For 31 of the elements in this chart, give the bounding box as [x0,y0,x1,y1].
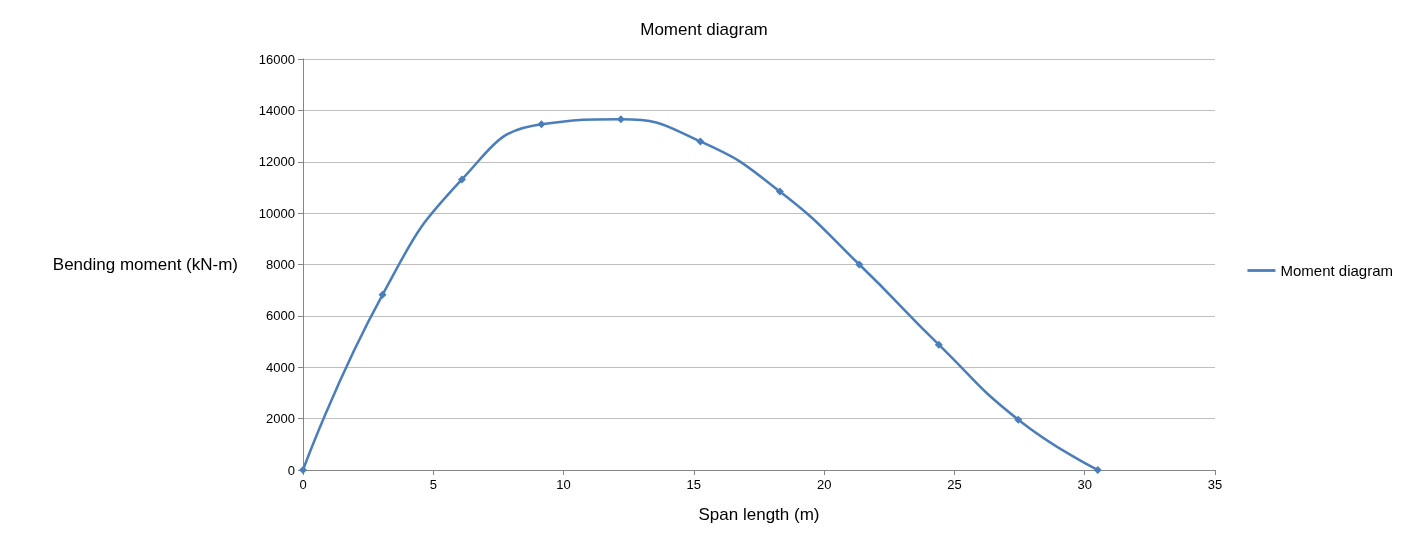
y-tick-label: 10000 [258,205,295,221]
y-tick-label: 0 [287,462,295,478]
point [934,340,943,349]
x-tick-label: 25 [947,477,962,492]
y-tick-label: 14000 [258,102,295,118]
point [696,137,705,146]
y-tick-label: 12000 [258,154,295,170]
y-tick-label: 4000 [266,359,295,375]
point [378,290,387,299]
point [775,187,784,196]
x-axis-title: Span length (m) [698,505,820,524]
x-tick-label: 30 [1077,477,1092,492]
y-tick-label: 8000 [266,257,295,272]
x-tick-label: 20 [816,477,832,492]
x-tick-label: 35 [1207,477,1223,492]
point [457,175,466,184]
point [855,260,864,269]
x-tick-label: 10 [556,477,571,492]
x-tick-label: 15 [686,477,702,492]
y-tick-label: 2000 [266,411,295,427]
point [1014,415,1023,424]
legend-label: Moment diagram [1280,262,1393,279]
y-tick-label: 6000 [266,308,295,324]
y-tick-label: 16000 [258,51,295,67]
point [537,120,546,129]
point [1093,466,1102,474]
y-axis-title: Bending moment (kN-m) [52,255,238,274]
x-tick-label: 5 [429,477,437,492]
x-tick-label: 0 [299,477,307,492]
chart-title: Moment diagram [640,20,768,39]
point [616,115,625,124]
